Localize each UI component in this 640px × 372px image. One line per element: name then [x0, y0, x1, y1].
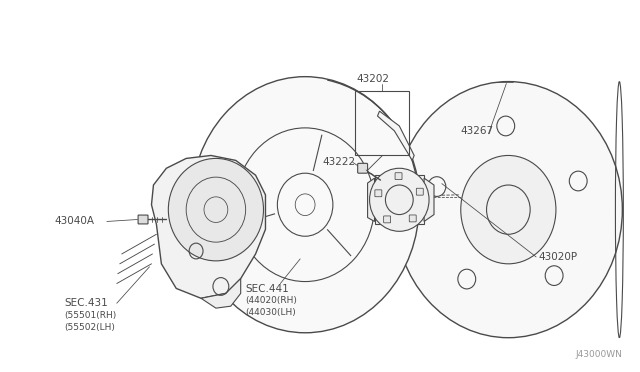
- Polygon shape: [374, 175, 424, 224]
- Polygon shape: [424, 178, 434, 221]
- FancyBboxPatch shape: [417, 188, 423, 195]
- FancyBboxPatch shape: [358, 163, 367, 173]
- Text: (55502(LH): (55502(LH): [64, 323, 115, 332]
- Ellipse shape: [369, 168, 429, 231]
- Ellipse shape: [428, 177, 446, 196]
- Ellipse shape: [458, 269, 476, 289]
- Polygon shape: [378, 111, 414, 160]
- Text: (44020(RH): (44020(RH): [246, 296, 298, 305]
- Text: 43202: 43202: [356, 74, 390, 84]
- Ellipse shape: [545, 266, 563, 285]
- Text: SEC.441: SEC.441: [246, 283, 289, 294]
- Text: 43267: 43267: [461, 126, 494, 136]
- Text: (44030(LH): (44030(LH): [246, 308, 296, 317]
- Ellipse shape: [394, 81, 622, 338]
- FancyBboxPatch shape: [383, 216, 390, 223]
- Text: 43222: 43222: [322, 157, 355, 167]
- FancyBboxPatch shape: [138, 215, 148, 224]
- Ellipse shape: [191, 77, 419, 333]
- Polygon shape: [367, 178, 374, 221]
- Text: 43020P: 43020P: [538, 252, 577, 262]
- Polygon shape: [152, 155, 266, 298]
- FancyBboxPatch shape: [375, 190, 382, 197]
- Ellipse shape: [497, 116, 515, 136]
- FancyBboxPatch shape: [395, 173, 402, 180]
- Ellipse shape: [461, 155, 556, 264]
- Ellipse shape: [168, 158, 264, 261]
- Text: 43040A: 43040A: [54, 217, 94, 227]
- Ellipse shape: [570, 171, 587, 191]
- Polygon shape: [201, 279, 241, 308]
- Text: J43000WN: J43000WN: [575, 350, 622, 359]
- Text: (55501(RH): (55501(RH): [64, 311, 116, 320]
- Text: SEC.431: SEC.431: [64, 298, 108, 308]
- FancyBboxPatch shape: [409, 215, 416, 222]
